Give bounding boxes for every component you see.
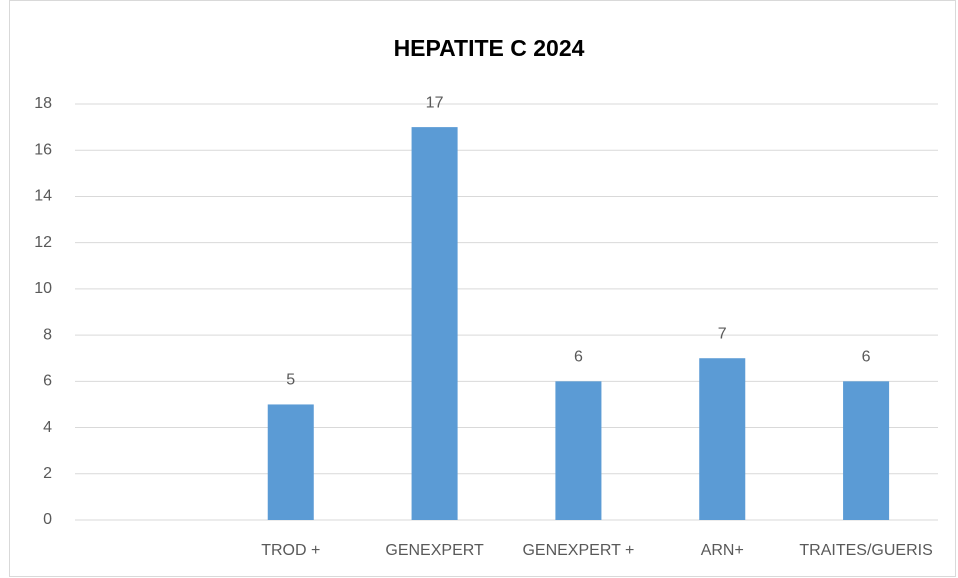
data-label: 17	[426, 94, 444, 111]
y-tick-label: 14	[34, 188, 52, 205]
x-tick-label: ARN+	[701, 542, 744, 559]
x-tick-label: TRAITES/GUERIS	[799, 542, 932, 559]
y-tick-label: 12	[34, 234, 52, 251]
y-tick-label: 18	[34, 95, 52, 112]
y-tick-label: 6	[43, 373, 52, 390]
data-label: 6	[574, 349, 583, 366]
data-label: 6	[862, 349, 871, 366]
bar	[411, 127, 458, 520]
chart-title: HEPATITE C 2024	[394, 35, 585, 61]
bar	[555, 381, 602, 520]
x-tick-label: GENEXPERT +	[522, 542, 634, 559]
y-tick-label: 2	[43, 465, 52, 482]
bar	[699, 358, 746, 520]
y-tick-label: 10	[34, 280, 52, 297]
data-label: 5	[286, 372, 295, 389]
data-label: 7	[718, 325, 727, 342]
y-tick-label: 4	[43, 419, 52, 436]
bar	[267, 404, 314, 520]
y-tick-label: 8	[43, 326, 52, 343]
x-tick-label: GENEXPERT	[385, 542, 484, 559]
x-tick-label: TROD +	[261, 542, 320, 559]
bar	[843, 381, 890, 520]
y-tick-label: 16	[34, 141, 52, 158]
y-tick-label: 0	[43, 511, 52, 528]
